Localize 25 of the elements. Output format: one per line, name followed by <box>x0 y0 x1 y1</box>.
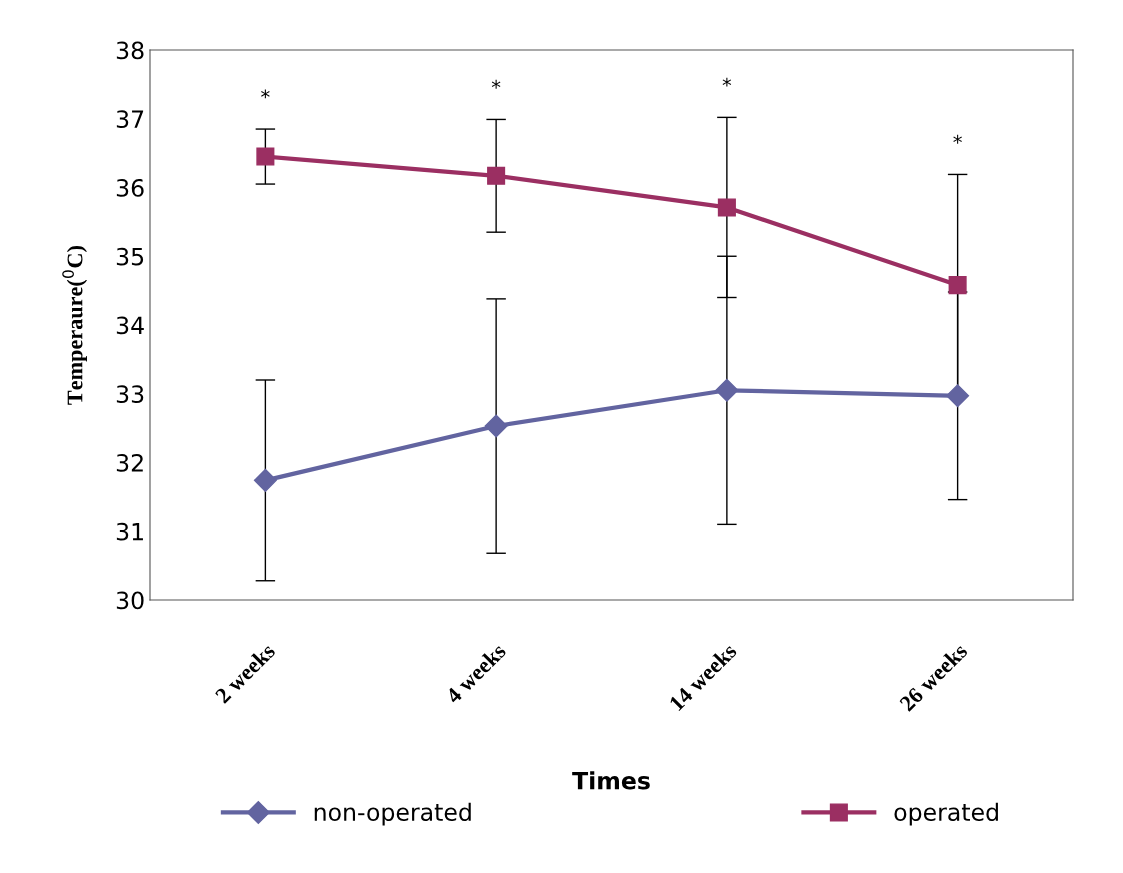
point <box>715 378 739 402</box>
annotation: * <box>491 79 501 89</box>
y-tick-label: 33 <box>116 385 144 404</box>
point <box>256 147 275 166</box>
y-tick-label: 37 <box>116 110 144 129</box>
point <box>946 384 970 408</box>
point <box>484 414 508 438</box>
y-tick-label: 31 <box>116 522 143 541</box>
legend-label: operated <box>894 802 998 826</box>
y-tick-label: 34 <box>116 316 144 335</box>
y-tick-label: 38 <box>116 41 144 60</box>
point <box>487 166 506 185</box>
y-axis-title: Temperaure($^{0}$C) <box>62 246 87 405</box>
y-tick-label: 30 <box>116 591 144 610</box>
x-axis-title: Times <box>572 771 650 790</box>
annotation: * <box>261 89 270 99</box>
annotation: * <box>722 77 732 87</box>
point <box>717 198 736 217</box>
point <box>948 276 967 295</box>
y-tick-label: 32 <box>116 453 143 472</box>
point <box>253 468 277 492</box>
legend-label: non-operated <box>314 802 471 826</box>
y-tick-label: 36 <box>116 178 144 197</box>
y-tick-label: 35 <box>116 247 144 266</box>
annotation: * <box>953 134 962 144</box>
